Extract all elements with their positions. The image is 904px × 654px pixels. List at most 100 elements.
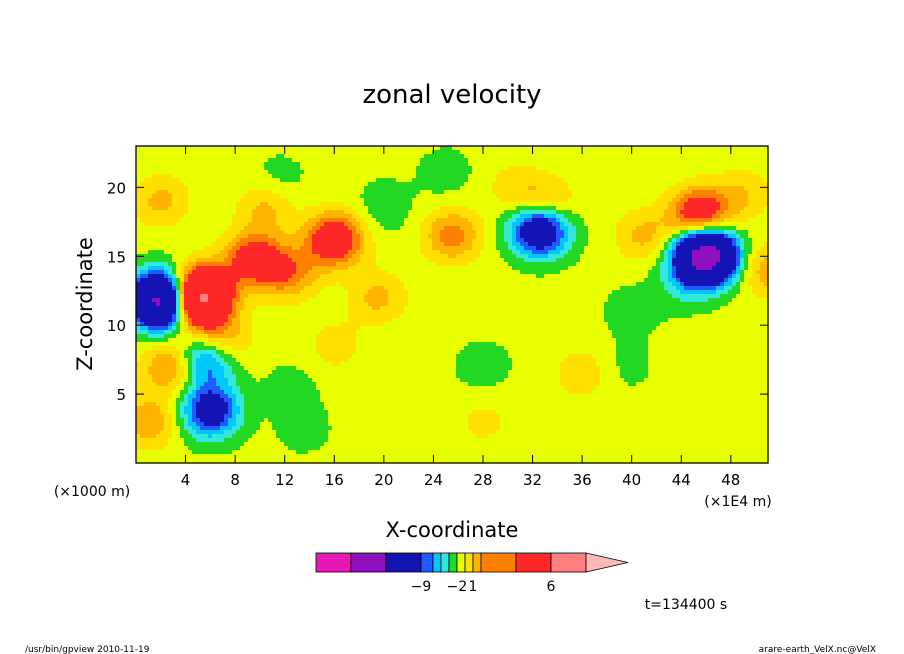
contour-cell — [468, 182, 473, 187]
contour-cell — [492, 234, 497, 239]
contour-cell — [728, 146, 733, 151]
contour-cell — [264, 258, 269, 263]
contour-cell — [676, 242, 681, 247]
contour-cell — [148, 230, 153, 235]
contour-cell — [352, 170, 357, 175]
contour-cell — [676, 230, 681, 235]
contour-cell — [188, 154, 193, 159]
contour-cell — [376, 166, 381, 171]
contour-cell — [312, 158, 317, 163]
contour-cell — [700, 194, 705, 199]
contour-cell — [392, 250, 397, 255]
contour-cell — [248, 266, 253, 271]
contour-cell — [544, 266, 549, 271]
contour-cell — [312, 166, 317, 171]
contour-cell — [476, 178, 481, 183]
contour-cell — [560, 262, 565, 267]
contour-cell — [136, 230, 141, 235]
contour-cell — [224, 198, 229, 203]
contour-cell — [608, 234, 613, 239]
contour-cell — [688, 266, 693, 271]
contour-cell — [668, 198, 673, 203]
contour-cell — [300, 262, 305, 267]
contour-cell — [488, 258, 493, 263]
contour-cell — [388, 246, 393, 251]
contour-cell — [556, 258, 561, 263]
contour-cell — [576, 170, 581, 175]
contour-cell — [384, 226, 389, 231]
contour-cell — [432, 194, 437, 199]
contour-cell — [568, 210, 573, 215]
contour-cell — [228, 246, 233, 251]
contour-cell — [752, 234, 757, 239]
contour-cell — [172, 234, 177, 239]
contour-cell — [316, 166, 321, 171]
contour-cell — [332, 194, 337, 199]
contour-cell — [580, 194, 585, 199]
contour-cell — [560, 186, 565, 191]
contour-cell — [620, 162, 625, 167]
contour-cell — [388, 238, 393, 243]
contour-cell — [236, 206, 241, 211]
contour-cell — [372, 270, 377, 275]
contour-cell — [572, 218, 577, 223]
contour-cell — [552, 246, 557, 251]
contour-cell — [516, 150, 521, 155]
contour-cell — [756, 202, 761, 207]
contour-cell — [140, 266, 145, 271]
contour-cell — [572, 250, 577, 255]
contour-cell — [476, 202, 481, 207]
contour-cell — [136, 170, 141, 175]
contour-cell — [740, 250, 745, 255]
contour-cell — [268, 178, 273, 183]
contour-cell — [392, 154, 397, 159]
contour-cell — [320, 206, 325, 211]
contour-cell — [756, 234, 761, 239]
contour-cell — [508, 178, 513, 183]
contour-cell — [676, 210, 681, 215]
contour-cell — [260, 198, 265, 203]
contour-cell — [724, 234, 729, 239]
contour-cell — [328, 270, 333, 275]
contour-cell — [384, 174, 389, 179]
contour-cell — [700, 198, 705, 203]
contour-cell — [316, 174, 321, 179]
contour-cell — [388, 258, 393, 263]
contour-cell — [404, 210, 409, 215]
contour-cell — [452, 230, 457, 235]
contour-cell — [248, 158, 253, 163]
contour-cell — [616, 258, 621, 263]
contour-cell — [572, 154, 577, 159]
contour-cell — [712, 242, 717, 247]
contour-cell — [240, 194, 245, 199]
contour-cell — [408, 190, 413, 195]
contour-cell — [604, 254, 609, 259]
contour-cell — [664, 146, 669, 151]
contour-cell — [612, 258, 617, 263]
contour-cell — [504, 150, 509, 155]
contour-cell — [640, 218, 645, 223]
contour-cell — [656, 186, 661, 191]
contour-cell — [728, 230, 733, 235]
contour-cell — [632, 154, 637, 159]
contour-cell — [296, 222, 301, 227]
contour-cell — [592, 226, 597, 231]
contour-cell — [340, 162, 345, 167]
contour-cell — [480, 246, 485, 251]
contour-cell — [528, 210, 533, 215]
contour-cell — [236, 170, 241, 175]
contour-cell — [372, 166, 377, 171]
contour-cell — [492, 230, 497, 235]
contour-cell — [180, 262, 185, 267]
contour-cell — [192, 174, 197, 179]
contour-cell — [504, 158, 509, 163]
contour-cell — [168, 146, 173, 151]
contour-cell — [464, 206, 469, 211]
contour-cell — [304, 242, 309, 247]
contour-cell — [420, 198, 425, 203]
contour-cell — [580, 170, 585, 175]
contour-cell — [716, 210, 721, 215]
contour-cell — [424, 230, 429, 235]
contour-cell — [664, 242, 669, 247]
contour-cell — [344, 214, 349, 219]
